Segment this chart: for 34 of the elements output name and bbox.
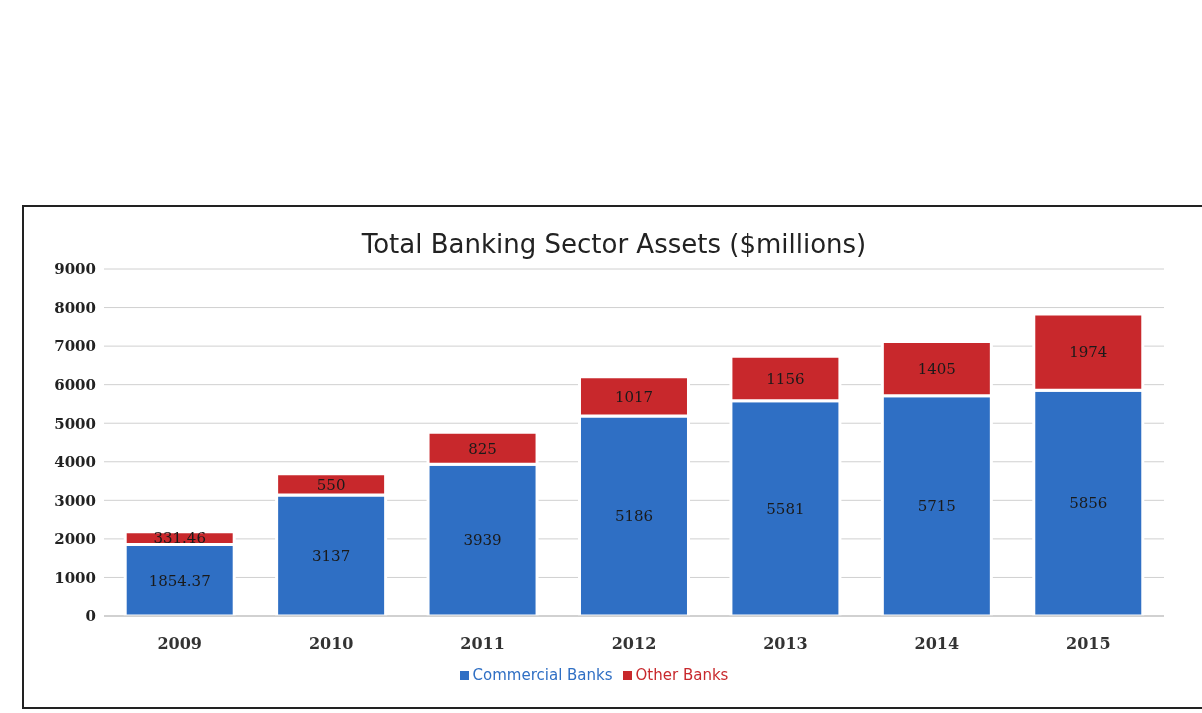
y-tick-label: 0 (85, 607, 96, 626)
x-tick-label: 2009 (157, 634, 202, 654)
data-label: 331.46 (153, 529, 206, 548)
y-tick-label: 6000 (54, 375, 96, 394)
data-label: 5856 (1069, 494, 1108, 513)
chart-title: Total Banking Sector Assets ($millions) (360, 229, 868, 259)
data-label: 1854.37 (148, 571, 211, 590)
data-label: 5715 (917, 497, 956, 516)
y-tick-label: 4000 (54, 453, 96, 472)
data-label: 825 (468, 439, 497, 458)
x-tick-label: 2014 (914, 634, 960, 654)
y-tick-label: 7000 (54, 337, 96, 356)
y-tick-label: 8000 (54, 298, 96, 317)
y-tick-label: 9000 (54, 260, 96, 279)
x-tick-label: 2015 (1066, 634, 1111, 654)
x-tick-label: 2011 (460, 634, 505, 654)
y-tick-label: 1000 (54, 568, 96, 587)
data-label: 1974 (1069, 343, 1108, 362)
data-label: 1405 (917, 359, 956, 378)
x-tick-label: 2010 (308, 634, 354, 654)
legend-label: Other Banks (635, 666, 729, 684)
data-label: 3939 (463, 531, 502, 550)
x-tick-label: 2013 (763, 634, 808, 654)
legend-label: Commercial Banks (472, 666, 613, 684)
y-tick-label: 3000 (54, 491, 96, 510)
data-label: 5581 (766, 499, 805, 518)
data-label: 5186 (614, 507, 654, 526)
y-tick-label: 5000 (54, 414, 96, 433)
data-label: 550 (316, 475, 346, 494)
data-label: 3137 (312, 546, 351, 565)
x-tick-label: 2012 (611, 634, 657, 654)
data-label: 1017 (614, 387, 654, 406)
data-label: 1156 (766, 369, 805, 388)
y-tick-label: 2000 (54, 530, 96, 549)
